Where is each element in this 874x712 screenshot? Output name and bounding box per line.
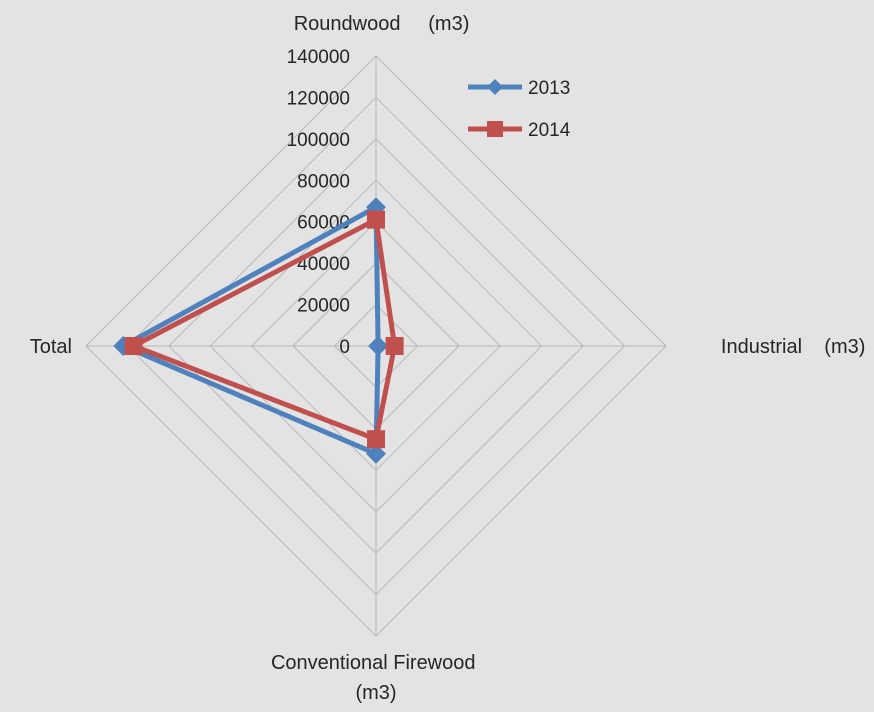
tick-label-80000: 80000 [297,171,350,192]
marker-2014-3 [124,337,143,355]
category-label-total: Total [30,336,72,358]
legend: 2013 2014 [468,78,571,141]
tick-label-40000: 40000 [297,254,350,275]
legend-item-2014: 2014 [468,120,571,141]
category-label-conventional-firewood: Conventional Firewood (m3) [271,652,481,704]
legend-label-2014: 2014 [528,120,571,141]
tick-label-20000: 20000 [297,296,350,317]
marker-2013-2 [366,443,386,464]
radial-tick-labels: 0 20000 40000 60000 80000 100000 120000 … [287,47,350,358]
category-labels: Roundwood (m3) Industrial (m3) Conventio… [30,13,874,704]
tick-label-120000: 120000 [287,88,350,109]
category-label-conventional-firewood-line-1: Conventional Firewood [271,652,476,674]
series-2014 [124,210,404,449]
category-label-conventional-firewood-line-2: (m3) [355,682,396,704]
category-label-industrial-line-1: Industrial (m3) [721,336,865,358]
series-layer [113,197,404,464]
tick-label-100000: 100000 [287,130,350,151]
category-label-industrial: Industrial (m3) [682,336,874,358]
category-label-total-line-1: Total [30,336,72,358]
legend-label-2013: 2013 [528,78,570,99]
tick-label-140000: 140000 [287,47,350,68]
marker-2014-2 [367,430,385,449]
marker-2013-3 [113,336,134,356]
marker-2014-0 [367,210,385,229]
category-label-roundwood: Roundwood (m3) [255,13,497,35]
tick-label-0: 0 [339,337,350,358]
legend-marker-2014 [487,121,503,137]
marker-2014-1 [385,337,404,355]
category-label-roundwood-line-1: Roundwood (m3) [294,13,470,35]
marker-2013-1 [368,336,389,356]
legend-item-2013: 2013 [468,78,570,99]
legend-marker-2013 [487,79,503,95]
